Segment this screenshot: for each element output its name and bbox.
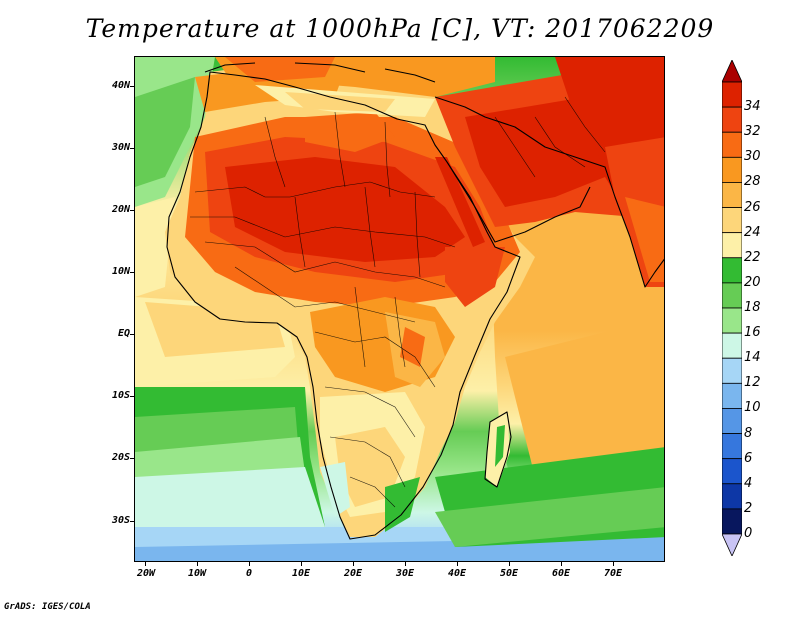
colorbar-label: 0	[744, 526, 753, 541]
colorbar-swatch	[722, 382, 742, 409]
colorbar-label: 8	[744, 425, 753, 441]
colorbar-swatch	[722, 282, 742, 309]
lon-label-60e: 60E	[551, 568, 571, 579]
chart-title: Temperature at 1000hPa [C], VT: 20170622…	[85, 14, 715, 43]
colorbar-swatch	[722, 433, 742, 460]
colorbar-label: 34	[744, 99, 761, 115]
colorbar-bottom-arrow	[722, 533, 742, 556]
lon-tick	[353, 562, 354, 566]
lon-tick	[457, 562, 458, 566]
lon-label-0: 0	[245, 568, 253, 579]
colorbar-label: 32	[744, 124, 761, 140]
colorbar-label: 18	[744, 300, 761, 315]
colorbar-swatch	[722, 508, 742, 535]
colorbar-label: 4	[744, 475, 753, 491]
lat-tick	[130, 396, 134, 397]
colorbar-swatch	[722, 232, 742, 259]
colorbar-label: 28	[744, 174, 761, 190]
lon-tick	[561, 562, 562, 566]
lat-label-40n: 40N	[111, 80, 130, 91]
lat-label-10s: 10S	[111, 390, 130, 401]
temperature-field	[135, 57, 664, 561]
lon-tick	[145, 562, 146, 566]
lat-tick	[130, 458, 134, 459]
lat-tick	[130, 521, 134, 522]
lat-label-30s: 30S	[111, 515, 130, 526]
colorbar-label: 30	[744, 149, 761, 165]
lon-label-20e: 20E	[343, 568, 363, 579]
lat-label-10n: 10N	[111, 266, 130, 277]
footer-credit: GrADS: IGES/COLA	[4, 602, 91, 612]
colorbar-label: 22	[744, 249, 761, 265]
colorbar-swatch	[722, 408, 742, 434]
lon-tick	[197, 562, 198, 566]
lat-label-20n: 20N	[111, 204, 130, 215]
lon-label-70e: 70E	[603, 568, 623, 579]
lat-tick	[130, 86, 134, 87]
colorbar-label: 6	[744, 450, 753, 466]
lon-tick	[613, 562, 614, 566]
lat-label-30n: 30N	[111, 142, 130, 153]
lat-label-eq: EQ	[117, 328, 130, 339]
colorbar-label: 20	[744, 274, 761, 290]
lon-tick	[405, 562, 406, 566]
colorbar-swatch	[722, 307, 742, 334]
colorbar-label: 12	[744, 375, 761, 391]
colorbar-label: 2	[744, 500, 753, 516]
lon-label-40e: 40E	[447, 568, 467, 579]
colorbar-swatch	[722, 257, 742, 284]
colorbar-swatch	[722, 332, 742, 359]
colorbar-label: 10	[744, 400, 761, 416]
lon-tick	[249, 562, 250, 566]
lat-label-20s: 20S	[111, 452, 130, 463]
lon-label-10e: 10E	[291, 568, 311, 579]
lon-tick	[301, 562, 302, 566]
colorbar	[722, 60, 742, 556]
lat-tick	[130, 334, 134, 335]
colorbar-swatch	[722, 483, 742, 510]
lon-label-30e: 30E	[395, 568, 415, 579]
colorbar-label: 26	[744, 199, 761, 215]
lon-label-10w: 10W	[187, 568, 207, 579]
colorbar-swatch	[722, 81, 742, 108]
colorbar-label: 14	[744, 350, 761, 366]
lon-label-20w: 20W	[136, 568, 156, 579]
lon-tick	[509, 562, 510, 566]
colorbar-swatch	[722, 131, 742, 158]
colorbar-top-arrow	[722, 60, 742, 83]
colorbar-swatch	[722, 357, 742, 384]
lon-label-50e: 50E	[499, 568, 519, 579]
temperature-map	[134, 56, 665, 562]
colorbar-label: 24	[744, 224, 761, 240]
colorbar-swatch	[722, 106, 742, 133]
lat-tick	[130, 148, 134, 149]
colorbar-swatch	[722, 182, 742, 208]
colorbar-swatch	[722, 156, 742, 183]
colorbar-swatch	[722, 458, 742, 485]
colorbar-swatch	[722, 207, 742, 234]
lat-tick	[130, 210, 134, 211]
colorbar-label: 16	[744, 325, 761, 341]
lat-tick	[130, 272, 134, 273]
